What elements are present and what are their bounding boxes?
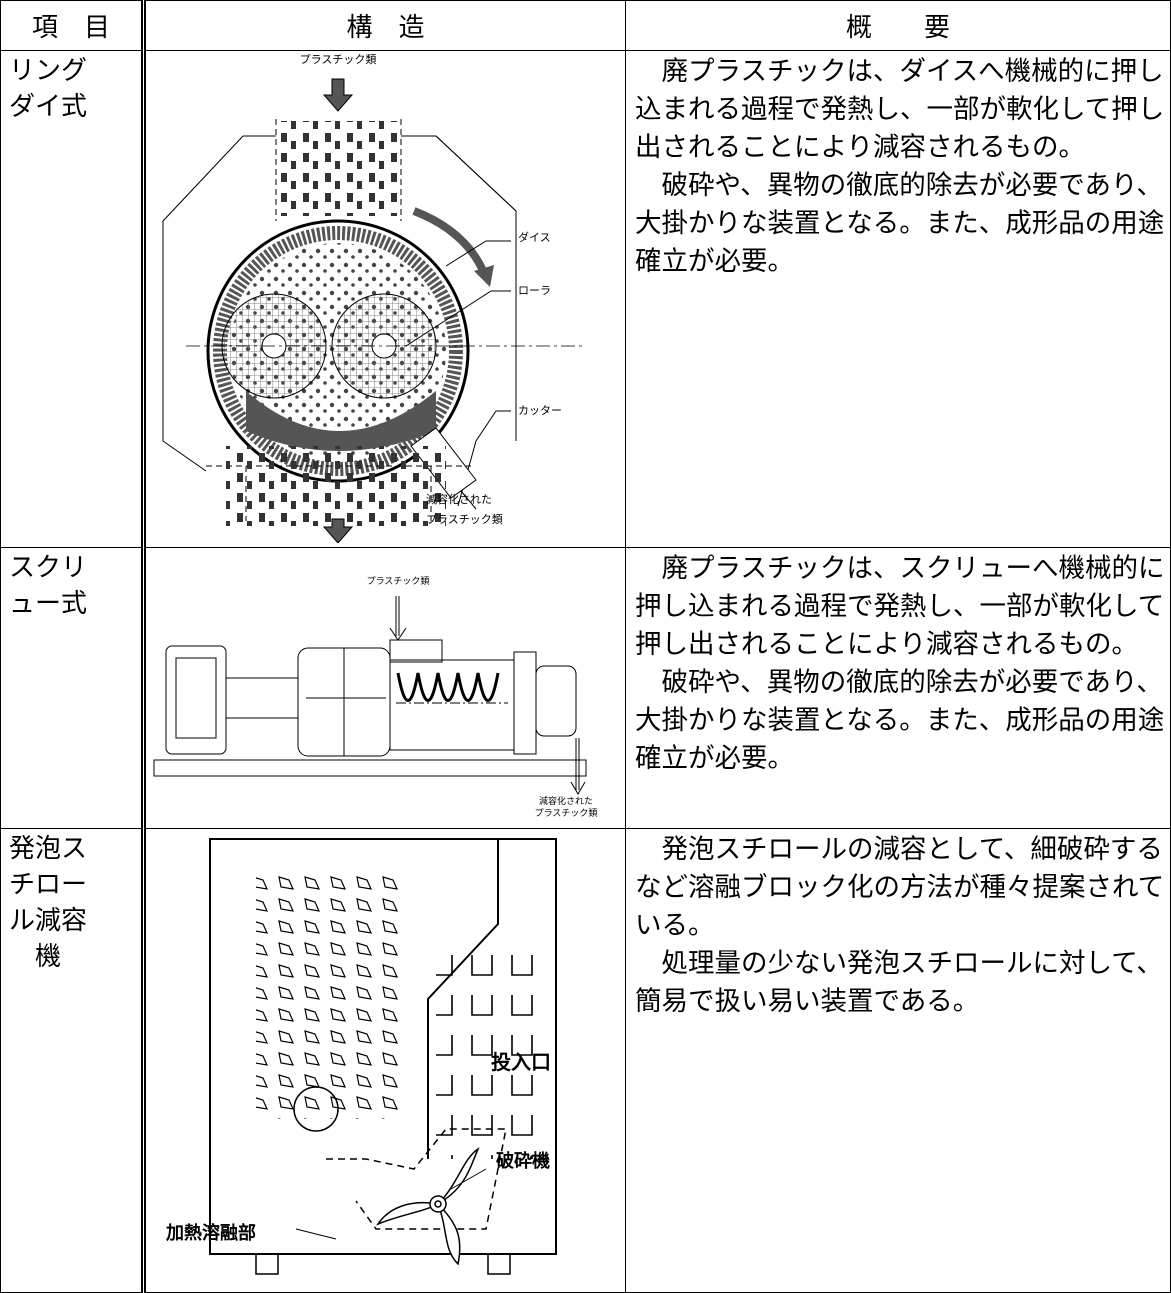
header-cell: 概 要 [625,0,1171,51]
diagram-label: 減容化された [426,492,492,506]
overview-cell: 発泡スチロールの減容として、細破砕するなど溶融ブロック化の方法が種々提案されてい… [625,828,1171,1293]
diagram-label: 投入口 [491,1050,551,1074]
overview-cell: 廃プラスチックは、スクリューへ機械的に押し込まれる過程で発熱し、一部が軟化して押… [625,547,1171,829]
item-cell: スクリュー式 [0,547,146,829]
paragraph: 処理量の少ない発泡スチロールに対して、簡易で扱い易い装置である。 [635,948,1163,1017]
diagram-cell: 投入口 破砕機 加熱溶融部 [143,828,626,1293]
paragraph: 発泡スチロールの減容として、細破砕するなど溶融ブロック化の方法が種々提案されてい… [635,834,1165,941]
item: 発泡スチロール減容機 [9,834,88,972]
header-cell: 項 目 [0,0,146,51]
item-cell: リングダイ式 [0,50,146,548]
screw-diagram: プラスチック類 減容化された プラスチック類 [153,576,598,819]
styrofoam-diagram: 投入口 破砕機 加熱溶融部 [165,838,557,1275]
diagram-label: プラスチック類 [426,513,503,526]
diagram-label: カッター [518,404,562,417]
header-row: 項 目 構 造 概 要 [0,0,1171,51]
row: 発泡スチロール減容機 投入口 破砕機 加熱溶融部 発泡スチロールの減容として、細… [0,828,1171,1293]
row: スクリュー式 プラスチック類 減容化された プラスチック類 廃プラスチックは、ス… [0,547,1171,829]
diagram-label: プラスチック類 [535,808,598,819]
overview: 廃プラスチックは、スクリューへ機械的に押し込まれる過程で発熱し、一部が軟化して押… [635,550,1167,778]
overview: 発泡スチロールの減容として、細破砕するなど溶融ブロック化の方法が種々提案されてい… [635,831,1167,1021]
paragraph: 破砕や、異物の徹底的除去が必要であり、大掛かりな装置となる。また、成形品の用途確… [635,170,1165,277]
diagram-label: プラスチック類 [367,576,430,587]
paragraph: 破砕や、異物の徹底的除去が必要であり、大掛かりな装置となる。また、成形品の用途確… [635,667,1165,774]
diagram-label: プラスチック類 [300,53,377,66]
paragraph: 廃プラスチックは、ダイスへ機械的に押し込まれる過程で発熱し、一部が軟化して押し出… [635,56,1165,163]
ring-die-diagram: プラスチック類 ダイス ローラ カッター 減容化された プラスチック類 [162,53,586,544]
diagram-cell: プラスチック類 減容化された プラスチック類 [143,547,626,829]
header-cell: 構 造 [143,0,626,51]
diagram-cell: プラスチック類 ダイス ローラ カッター 減容化された プラスチック類 [143,50,626,548]
item-cell: 発泡スチロール減容機 [0,828,146,1293]
diagram-label: 減容化された [539,795,593,807]
item: スクリュー式 [9,553,88,619]
item: リングダイ式 [9,56,88,122]
diagram-label: 加熱溶融部 [165,1222,256,1244]
diagram-label: ダイス [518,230,551,244]
row: リングダイ式 プラスチック類 ダイス ローラ カッター 減容化された プラスチッ… [0,50,1171,548]
paragraph: 廃プラスチックは、スクリューへ機械的に押し込まれる過程で発熱し、一部が軟化して押… [635,553,1165,660]
overview: 廃プラスチックは、ダイスへ機械的に押し込まれる過程で発熱し、一部が軟化して押し出… [635,53,1167,281]
overview-cell: 廃プラスチックは、ダイスへ機械的に押し込まれる過程で発熱し、一部が軟化して押し出… [625,50,1171,548]
diagram-label: ローラ [518,284,551,297]
diagram-label: 破砕機 [496,1150,550,1172]
